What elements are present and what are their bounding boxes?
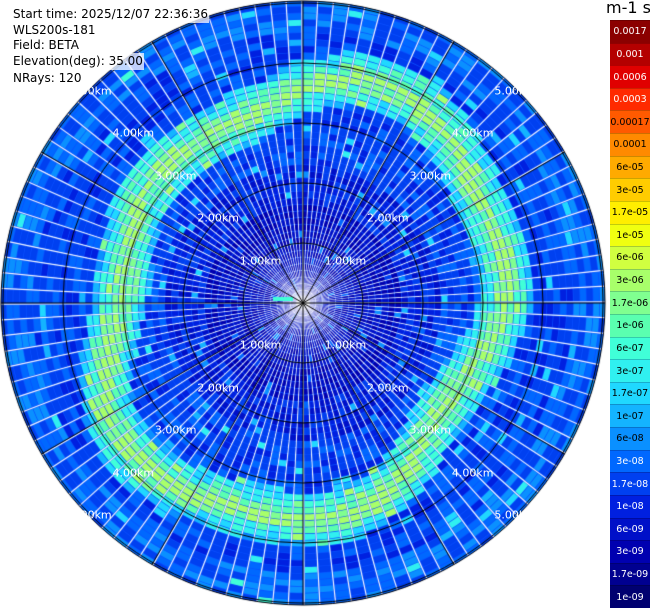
range-ring-label: 1.00km	[324, 254, 367, 268]
range-ring-label: 4.00km	[112, 126, 155, 140]
colorbar: 0.0017 0.001 0.0006 0.0003 0.00017 0.0001 6e-0…	[610, 20, 650, 608]
colorbar-level: 0.0017	[610, 20, 650, 43]
range-ring-label: 2.00km	[367, 381, 409, 395]
range-ring-label: 2.00km	[197, 381, 239, 395]
colorbar-level: 1.7e-09	[610, 562, 650, 586]
elevation-text: Elevation(deg): 35.00	[12, 53, 144, 70]
range-ring-label: 1.00km	[324, 338, 367, 352]
colorbar-level: 0.00017	[610, 110, 650, 134]
colorbar-level: 0.0003	[610, 87, 650, 111]
range-ring-label: 3.00km	[154, 423, 197, 437]
colorbar-level: 1.7e-07	[610, 381, 650, 405]
range-ring-label: 4.00km	[451, 466, 494, 480]
colorbar-level: 1.7e-08	[610, 472, 650, 495]
colorbar-level: 3e-08	[610, 449, 650, 473]
colorbar-level: 1e-05	[610, 223, 650, 247]
start-time-text: Start time: 2025/12/07 22:36:36	[12, 6, 209, 23]
range-ring-label: 2.00km	[197, 211, 239, 225]
range-ring-label: 5.00km	[70, 508, 112, 522]
nrays-text: NRays: 120	[12, 70, 83, 87]
range-ring-label: 1.00km	[239, 254, 282, 268]
range-ring-label: 4.00km	[112, 466, 155, 480]
range-ring-label: 5.00km	[70, 84, 112, 98]
range-ring-label: 2.00km	[367, 211, 409, 225]
colorbar-level: 1e-08	[610, 494, 650, 518]
colorbar-level: 1e-07	[610, 404, 650, 428]
colorbar-level: 0.0006	[610, 65, 650, 88]
colorbar-level: 0.0001	[610, 133, 650, 156]
colorbar-level: 3e-06	[610, 268, 650, 292]
range-ring-label: 3.00km	[154, 169, 197, 183]
colorbar-level: 1e-09	[610, 585, 650, 608]
range-ring-label: 3.00km	[409, 423, 452, 437]
range-ring-label: 5.00km	[494, 508, 536, 522]
colorbar-level: 1e-06	[610, 314, 650, 337]
colorbar-level: 6e-09	[610, 517, 650, 541]
range-ring-label: 1.00km	[239, 338, 282, 352]
colorbar-level: 3e-07	[610, 359, 650, 382]
colorbar-unit-title: m-1 sr-1	[606, 0, 650, 17]
range-ring-label: 5.00km	[494, 84, 536, 98]
colorbar-level: 6e-06	[610, 246, 650, 269]
colorbar-level: 1.7e-05	[610, 200, 650, 224]
colorbar-level: 3e-05	[610, 178, 650, 201]
range-ring-label: 3.00km	[409, 169, 452, 183]
colorbar-level: 6e-08	[610, 427, 650, 450]
colorbar-level: 1.7e-06	[610, 291, 650, 314]
colorbar-level: 6e-05	[610, 155, 650, 179]
colorbar-level: 6e-07	[610, 336, 650, 360]
instrument-text: WLS200s-181	[12, 22, 97, 39]
field-text: Field: BETA	[12, 37, 80, 54]
colorbar-level: 3e-09	[610, 540, 650, 563]
range-ring-label: 4.00km	[451, 126, 494, 140]
colorbar-level: 0.001	[610, 42, 650, 66]
